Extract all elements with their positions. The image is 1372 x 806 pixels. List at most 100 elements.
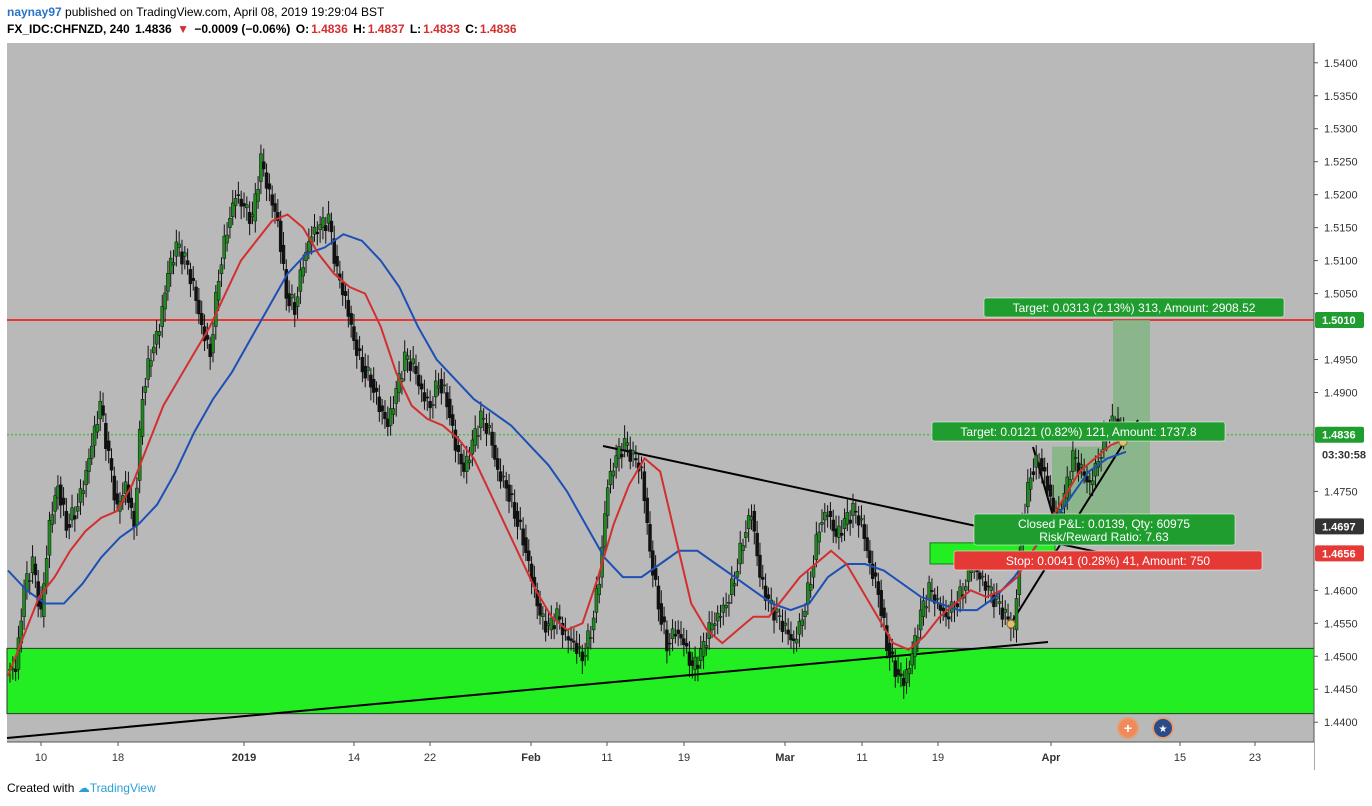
- closed-pl-text: Closed P&L: 0.0139, Qty: 60975: [1018, 517, 1190, 531]
- candle-body: [273, 203, 277, 212]
- candle-body: [673, 634, 678, 637]
- candle-body: [662, 616, 666, 623]
- candle-body: [670, 628, 675, 639]
- candle-body: [591, 617, 596, 631]
- candle-body: [352, 326, 356, 341]
- candle-body: [219, 264, 224, 275]
- candle-body: [191, 277, 196, 281]
- x-tick-label: Mar: [775, 752, 795, 764]
- candle-body: [270, 194, 274, 206]
- candle-body: [628, 449, 633, 462]
- rising-trendline: [6, 641, 1049, 739]
- candle-body: [22, 586, 26, 617]
- event-star: ★: [1159, 724, 1168, 735]
- candle-body: [777, 615, 782, 617]
- candle-body: [512, 502, 517, 519]
- candle-body: [1000, 607, 1005, 620]
- candle-body: [73, 515, 77, 520]
- candle-body: [346, 299, 351, 317]
- candle-body: [921, 600, 926, 617]
- candle-body: [679, 634, 683, 639]
- candle-body: [794, 639, 799, 644]
- candle-body: [377, 396, 382, 413]
- risk-reward-text: Risk/Reward Ratio: 7.63: [1039, 530, 1169, 544]
- price-label-box: [1315, 426, 1364, 443]
- y-tick-label: 1.5300: [1324, 124, 1358, 136]
- candle-body: [803, 611, 807, 617]
- candle-body: [47, 519, 52, 556]
- price-axis[interactable]: 1.5400 1.5350 1.5300 1.5250 1.5200 1.5150 1.51…: [1313, 43, 1366, 770]
- candle-body: [163, 292, 167, 310]
- candle-body: [1048, 484, 1053, 497]
- y-tick-label: 1.5150: [1324, 223, 1358, 235]
- candle-body: [653, 568, 658, 580]
- candle-body: [583, 655, 587, 657]
- candle-body: [90, 445, 94, 459]
- candle-body: [839, 532, 844, 536]
- x-tick-label: 14: [348, 752, 360, 764]
- candle-body: [61, 497, 66, 505]
- candle-body: [789, 634, 793, 641]
- tradingview-brand-link[interactable]: TradingView: [89, 781, 156, 795]
- x-tick-label: 15: [1174, 752, 1186, 764]
- candle-body: [180, 251, 184, 265]
- candle-body: [589, 637, 593, 639]
- candle-body: [27, 580, 32, 582]
- candle-body: [761, 576, 765, 580]
- y-tick-label: 1.5100: [1324, 256, 1358, 268]
- candle-body: [825, 515, 830, 517]
- candle-body: [1082, 471, 1086, 476]
- y-tick-label: 1.5200: [1324, 190, 1358, 202]
- candle-body: [391, 408, 396, 415]
- candle-body: [154, 331, 159, 345]
- price-label-box: [1315, 545, 1364, 562]
- x-tick-label: 22: [424, 752, 436, 764]
- candle-body: [44, 558, 49, 587]
- candle-body: [978, 572, 982, 580]
- candle-body: [910, 653, 914, 666]
- candle-body: [366, 366, 370, 371]
- candle-body: [340, 282, 345, 296]
- y-tick-label: 1.4450: [1324, 684, 1358, 696]
- candle-body: [552, 625, 556, 630]
- candle-body: [104, 423, 108, 449]
- candle-body: [467, 459, 472, 464]
- candle-body: [862, 524, 867, 539]
- candle-body: [901, 678, 906, 687]
- candle-body: [445, 392, 449, 408]
- candle-body: [75, 506, 80, 512]
- x-tick-label: Feb: [521, 752, 541, 764]
- candle-body: [735, 571, 740, 578]
- time-axis[interactable]: 10 18 2019 14 22 Feb 11 19 Mar 11 19 Apr 15 23: [7, 741, 1314, 770]
- candle-body: [112, 475, 117, 501]
- x-tick-label: 10: [35, 752, 47, 764]
- candle-body: [1042, 466, 1047, 472]
- candle-body: [129, 497, 133, 508]
- candle-body: [927, 582, 931, 600]
- plot-background: [7, 43, 1314, 742]
- candle-body: [586, 630, 590, 648]
- candle-body: [448, 398, 452, 418]
- candle-body: [868, 550, 872, 564]
- candle-body: [411, 358, 415, 365]
- candle-body: [408, 361, 413, 371]
- author-link[interactable]: naynay97: [7, 5, 62, 19]
- candle-body: [360, 357, 365, 373]
- close-label: C:: [465, 22, 478, 36]
- candle-body: [865, 537, 869, 552]
- candle-body: [312, 226, 317, 235]
- candle-body: [631, 450, 635, 455]
- candle-body: [166, 273, 170, 292]
- candle-body: [267, 183, 272, 190]
- candle-body: [741, 545, 745, 552]
- candle-body: [792, 638, 796, 641]
- candle-body: [211, 334, 215, 354]
- y-tick-label: 1.4550: [1324, 618, 1358, 630]
- candle-body: [656, 585, 661, 610]
- candle-body: [140, 399, 145, 437]
- plot-area[interactable]: [6, 43, 1315, 742]
- candle-body: [250, 214, 255, 217]
- candle-body: [755, 532, 759, 557]
- candle-body: [828, 510, 833, 518]
